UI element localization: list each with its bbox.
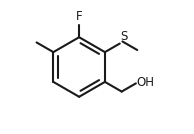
Text: S: S [120, 30, 128, 43]
Text: OH: OH [137, 76, 155, 89]
Text: F: F [76, 10, 82, 23]
